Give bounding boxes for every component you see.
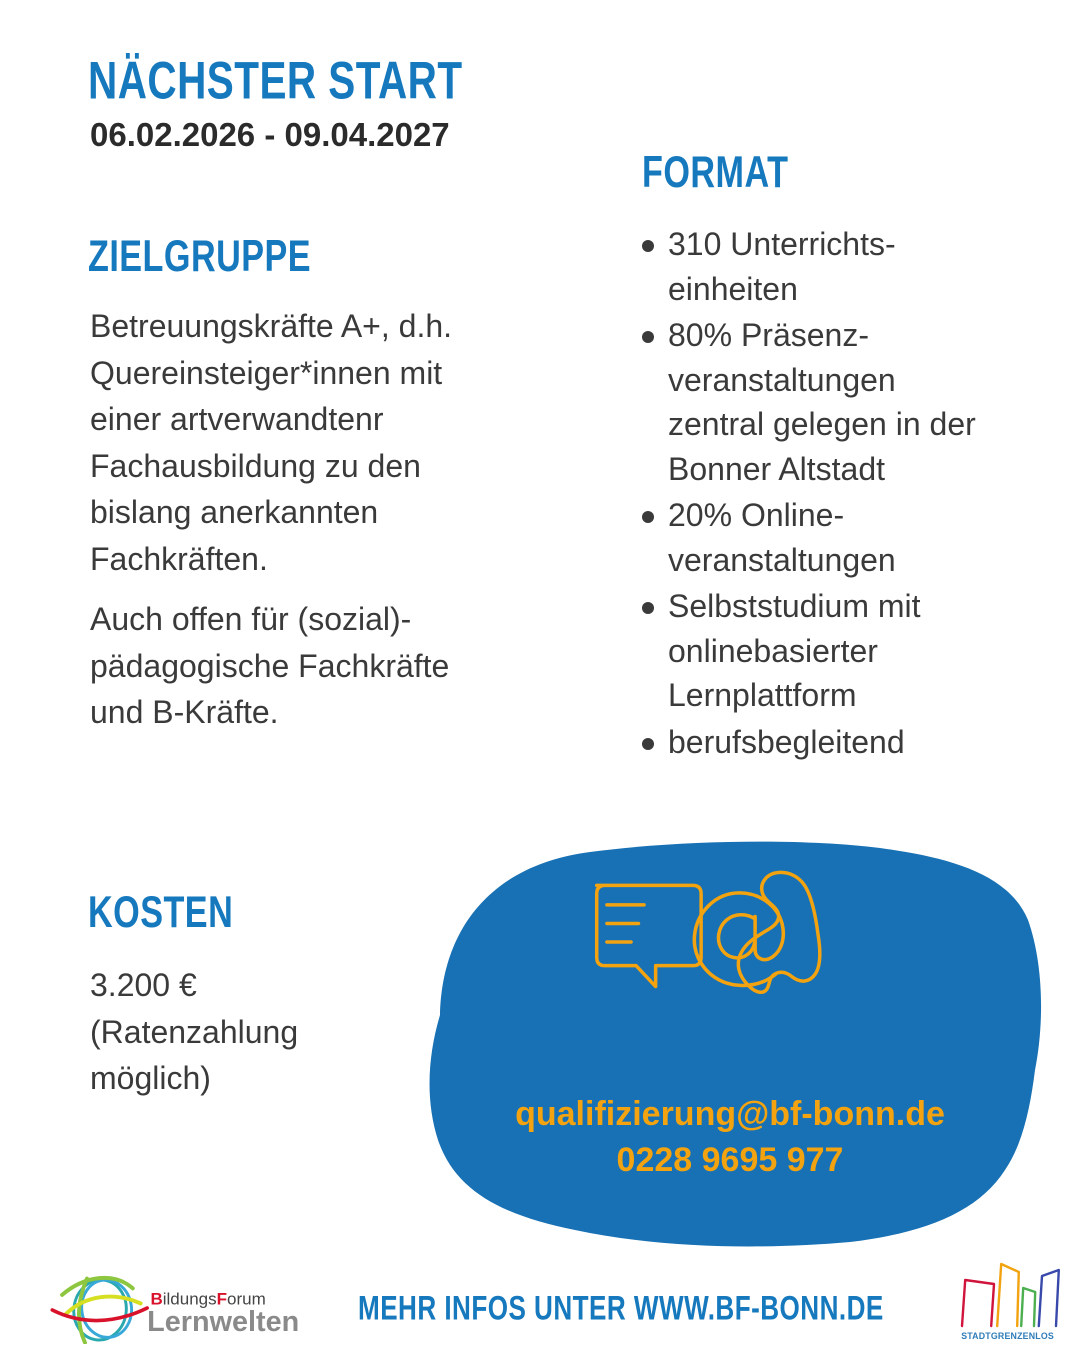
svg-text:Lernwelten: Lernwelten (147, 1306, 298, 1338)
svg-text:STADTGRENZENLOS: STADTGRENZENLOS (961, 1331, 1054, 1341)
